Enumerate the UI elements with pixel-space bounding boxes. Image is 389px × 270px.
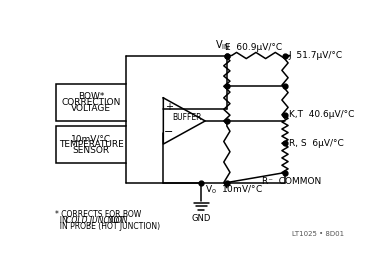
Text: GND: GND	[192, 214, 211, 223]
Bar	[56, 84, 126, 121]
Bar	[56, 126, 126, 163]
Text: IN PROBE (HOT JUNCTION): IN PROBE (HOT JUNCTION)	[55, 222, 160, 231]
Text: IN: IN	[55, 216, 70, 225]
Text: , NOT: , NOT	[103, 216, 124, 225]
Text: BOW*: BOW*	[78, 92, 104, 101]
Text: CORRECTION: CORRECTION	[61, 98, 121, 107]
Text: R⁻  COMMON: R⁻ COMMON	[262, 177, 321, 186]
Text: K,T  40.6μV/°C: K,T 40.6μV/°C	[289, 110, 354, 119]
Text: $\mathregular{V_0}$  10mV/°C: $\mathregular{V_0}$ 10mV/°C	[205, 183, 263, 196]
Text: * CORRECTS FOR BOW: * CORRECTS FOR BOW	[55, 210, 141, 219]
Text: R, S  6μV/°C: R, S 6μV/°C	[289, 139, 343, 148]
Text: J  51.7μV/°C: J 51.7μV/°C	[289, 51, 343, 60]
Text: E  60.9μV/°C: E 60.9μV/°C	[224, 43, 282, 52]
Text: +: +	[165, 102, 173, 112]
Text: COLD JUNCTION: COLD JUNCTION	[66, 216, 127, 225]
Text: −: −	[164, 127, 173, 137]
Text: 10mV/°C: 10mV/°C	[71, 134, 111, 143]
Text: $\mathregular{V_{IN}}$: $\mathregular{V_{IN}}$	[216, 38, 231, 52]
Text: VOLTAGE: VOLTAGE	[71, 104, 111, 113]
Text: SENSOR: SENSOR	[73, 147, 110, 156]
Text: LT1025 • 8D01: LT1025 • 8D01	[292, 231, 344, 237]
Text: BUFFER: BUFFER	[173, 113, 202, 122]
Text: TEMPERATURE: TEMPERATURE	[59, 140, 124, 149]
